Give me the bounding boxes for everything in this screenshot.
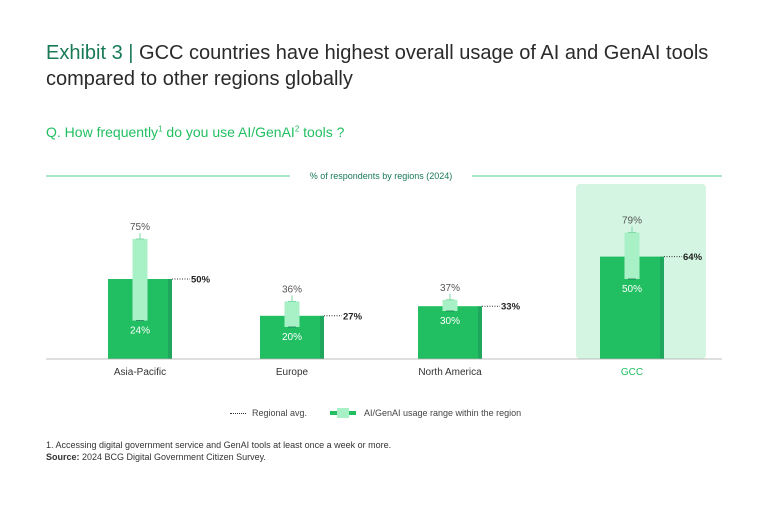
footnote-1: 1. Accessing digital government service … <box>46 440 392 450</box>
chart-subtitle: % of respondents by regions (2024) <box>310 171 453 181</box>
avg-bar-edge <box>168 279 172 359</box>
source-label: Source: <box>46 452 80 462</box>
exhibit-title: Exhibit 3 | GCC countries have highest o… <box>46 40 736 92</box>
range-box <box>442 299 458 311</box>
range-high-label: 37% <box>440 283 460 294</box>
range-high-label: 36% <box>282 284 302 295</box>
legend-range-swatch-icon <box>330 408 356 418</box>
avg-value-label: 50% <box>191 275 211 286</box>
question-footnote-1: 1 <box>158 124 163 134</box>
source-text: 2024 BCG Digital Government Citizen Surv… <box>79 452 266 462</box>
avg-value-label: 64% <box>683 252 703 263</box>
question-prefix: Q. How frequently <box>46 124 159 140</box>
category-label: North America <box>418 367 482 378</box>
range-high-label: 75% <box>130 222 150 233</box>
source-line: Source: 2024 BCG Digital Government Citi… <box>46 451 391 463</box>
chart-legend: Regional avg. AI/GenAI usage range withi… <box>0 405 768 425</box>
title-text: GCC countries have highest overall usage… <box>46 42 709 90</box>
legend-item-range: AI/GenAI usage range within the region <box>330 408 521 418</box>
category-label: Europe <box>276 367 309 378</box>
category-label: GCC <box>621 367 643 378</box>
question-suffix: tools ? <box>299 124 345 140</box>
category-label: Asia-Pacific <box>114 367 166 378</box>
range-low-label: 24% <box>130 326 150 337</box>
exhibit-number: Exhibit 3 <box>46 42 123 64</box>
avg-bar <box>418 306 482 359</box>
avg-value-label: 33% <box>501 302 521 313</box>
footnote-block: 1. Accessing digital government service … <box>46 439 391 463</box>
avg-bar-edge <box>320 315 324 359</box>
survey-question: Q. How frequently1 do you use AI/GenAI2 … <box>46 124 344 140</box>
range-box <box>284 301 300 327</box>
question-footnote-2: 2 <box>294 124 300 134</box>
legend-avg-label: Regional avg. <box>252 408 308 418</box>
avg-bar-edge <box>660 256 664 359</box>
range-high-label: 79% <box>622 216 642 227</box>
question-middle: do you use AI/GenAI <box>162 124 295 140</box>
avg-value-label: 27% <box>343 311 363 322</box>
usage-chart: % of respondents by regions (2024) 75% 24%… <box>46 171 722 378</box>
range-box <box>624 232 640 279</box>
legend-dotted-line-icon <box>230 412 246 414</box>
range-low-label: 30% <box>440 316 460 327</box>
range-box <box>132 239 148 321</box>
range-low-label: 50% <box>622 284 642 295</box>
title-separator: | <box>128 42 134 64</box>
legend-range-label: AI/GenAI usage range within the region <box>364 408 522 418</box>
range-low-label: 20% <box>282 332 302 343</box>
avg-bar-edge <box>478 306 482 359</box>
legend-item-avg: Regional avg. <box>230 408 307 418</box>
